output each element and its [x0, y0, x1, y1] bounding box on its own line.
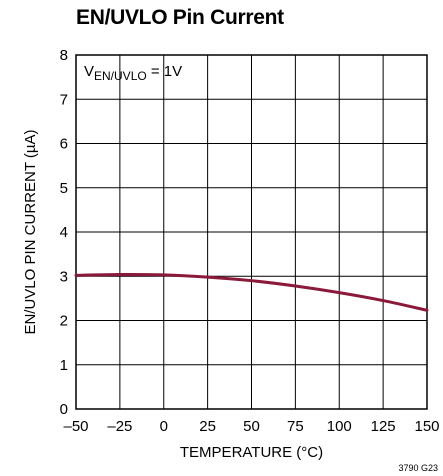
x-tick-label: –50 [63, 418, 88, 435]
x-tick-label: 25 [199, 418, 216, 435]
y-tick-label: 4 [60, 224, 68, 241]
y-tick-label: 7 [60, 91, 68, 108]
annotation-subscript: EN/UVLO [94, 69, 147, 83]
x-tick-label: 125 [371, 418, 396, 435]
y-axis-label: EN/UVLO PIN CURRENT (µA) [22, 129, 39, 334]
series-group [74, 272, 429, 312]
chart-title: EN/UVLO Pin Current [76, 6, 284, 29]
y-tick-label: 3 [60, 268, 68, 285]
x-tick-labels: –50 –25 0 25 50 75 100 125 150 [63, 418, 439, 435]
x-tick-label: 150 [414, 418, 439, 435]
annotation-main: V [84, 63, 94, 80]
figure-code: 3790 G23 [398, 463, 438, 473]
plot-frame [75, 54, 428, 410]
x-axis-label: TEMPERATURE (°C) [180, 444, 323, 461]
y-tick-label: 6 [60, 136, 68, 153]
annotation-suffix: = 1V [147, 63, 182, 80]
y-tick-label: 2 [60, 313, 68, 330]
y-tick-label: 8 [60, 47, 68, 64]
x-tick-label: 75 [287, 418, 304, 435]
x-tick-label: 100 [327, 418, 352, 435]
y-tick-label: 5 [60, 180, 68, 197]
x-tick-label: 50 [243, 418, 260, 435]
x-tick-label: 0 [160, 418, 168, 435]
y-tick-label: 0 [60, 401, 68, 418]
y-tick-label: 1 [60, 357, 68, 374]
series-line [74, 272, 429, 312]
x-tick-label: –25 [107, 418, 132, 435]
y-tick-labels: 0 1 2 3 4 5 6 7 8 [60, 47, 68, 418]
gridlines [76, 55, 427, 409]
condition-annotation: VEN/UVLO = 1V [84, 63, 182, 83]
